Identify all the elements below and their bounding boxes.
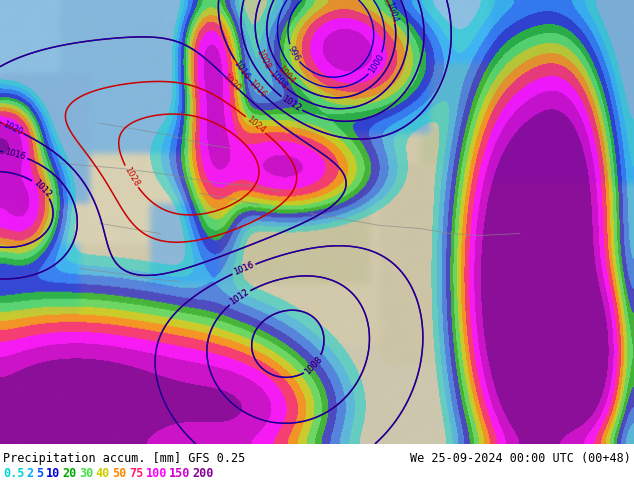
Text: 1008: 1008 bbox=[303, 354, 325, 376]
Text: We 25-09-2024 00:00 UTC (00+48): We 25-09-2024 00:00 UTC (00+48) bbox=[410, 452, 631, 465]
Text: 1008: 1008 bbox=[303, 354, 325, 376]
Text: 1016: 1016 bbox=[4, 147, 27, 162]
Text: 200: 200 bbox=[192, 467, 214, 481]
Text: 1004: 1004 bbox=[276, 64, 297, 86]
Text: 1004: 1004 bbox=[384, 0, 399, 23]
Text: 1020: 1020 bbox=[221, 72, 242, 93]
Text: 1008: 1008 bbox=[268, 70, 288, 91]
Text: 1016: 1016 bbox=[231, 59, 251, 81]
Text: 10: 10 bbox=[46, 467, 60, 481]
Text: 1016: 1016 bbox=[233, 261, 256, 277]
Text: 150: 150 bbox=[169, 467, 190, 481]
Text: 1020: 1020 bbox=[1, 120, 24, 137]
Text: 996: 996 bbox=[286, 44, 302, 63]
Text: 20: 20 bbox=[63, 467, 77, 481]
Text: 30: 30 bbox=[79, 467, 93, 481]
Text: 1016: 1016 bbox=[233, 261, 256, 277]
Text: 1024: 1024 bbox=[245, 115, 267, 135]
Text: 1016: 1016 bbox=[4, 147, 27, 162]
Text: 1028: 1028 bbox=[122, 165, 141, 188]
Text: 2: 2 bbox=[27, 467, 34, 481]
Text: 1008: 1008 bbox=[255, 48, 272, 71]
Text: 40: 40 bbox=[96, 467, 110, 481]
Text: 100: 100 bbox=[146, 467, 167, 481]
Text: 50: 50 bbox=[112, 467, 127, 481]
Text: 1012: 1012 bbox=[280, 95, 303, 114]
Text: 1000: 1000 bbox=[367, 52, 385, 75]
Text: 1012: 1012 bbox=[228, 288, 251, 307]
Text: Precipitation accum. [mm] GFS 0.25: Precipitation accum. [mm] GFS 0.25 bbox=[3, 452, 245, 465]
Text: 1012: 1012 bbox=[31, 178, 53, 199]
Text: 1012: 1012 bbox=[280, 95, 303, 114]
Text: 75: 75 bbox=[129, 467, 143, 481]
Text: 1012: 1012 bbox=[31, 178, 53, 199]
Text: 0.5: 0.5 bbox=[3, 467, 24, 481]
Text: 1012: 1012 bbox=[228, 288, 251, 307]
Text: 1016: 1016 bbox=[247, 78, 268, 100]
Text: 5: 5 bbox=[36, 467, 43, 481]
